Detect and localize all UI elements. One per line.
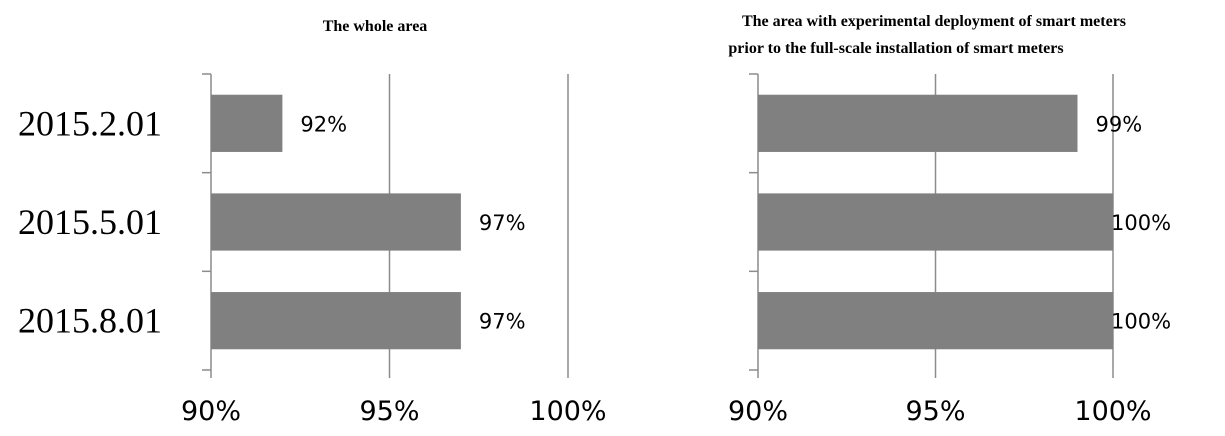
bar-2015.5.01 — [211, 193, 461, 251]
x-tick-label: 100% — [1074, 396, 1151, 427]
bar-2015.8.01 — [211, 292, 461, 350]
data-label: 100% — [1111, 310, 1171, 334]
chart-title: The area with experimental deployment of… — [742, 13, 1126, 30]
chart-subtitle: prior to the full-scale installation of … — [728, 40, 1063, 57]
x-tick-label: 100% — [529, 396, 606, 427]
data-label: 97% — [479, 211, 526, 235]
chart-whole-area: The whole area 90% 95% 100% 92% 2015.2.01 97%… — [18, 18, 607, 427]
bar-2015.5.01 — [758, 193, 1113, 251]
bar-2015.2.01 — [758, 94, 1078, 152]
x-tick-label: 90% — [181, 396, 241, 427]
x-tick-label: 90% — [728, 396, 788, 427]
data-label: 97% — [479, 310, 526, 334]
x-tick-label: 95% — [359, 396, 419, 427]
data-label: 92% — [300, 112, 347, 136]
category-label: 2015.2.01 — [18, 103, 162, 143]
chart-title: The whole area — [323, 18, 428, 35]
category-label: 2015.5.01 — [18, 202, 162, 242]
bar-2015.8.01 — [758, 292, 1113, 350]
data-label: 100% — [1111, 211, 1171, 235]
data-label: 99% — [1096, 112, 1143, 136]
x-tick-label: 95% — [905, 396, 965, 427]
category-label: 2015.8.01 — [18, 301, 162, 341]
chart-experimental-area: The area with experimental deployment of… — [728, 13, 1171, 427]
bar-2015.2.01 — [211, 94, 283, 152]
